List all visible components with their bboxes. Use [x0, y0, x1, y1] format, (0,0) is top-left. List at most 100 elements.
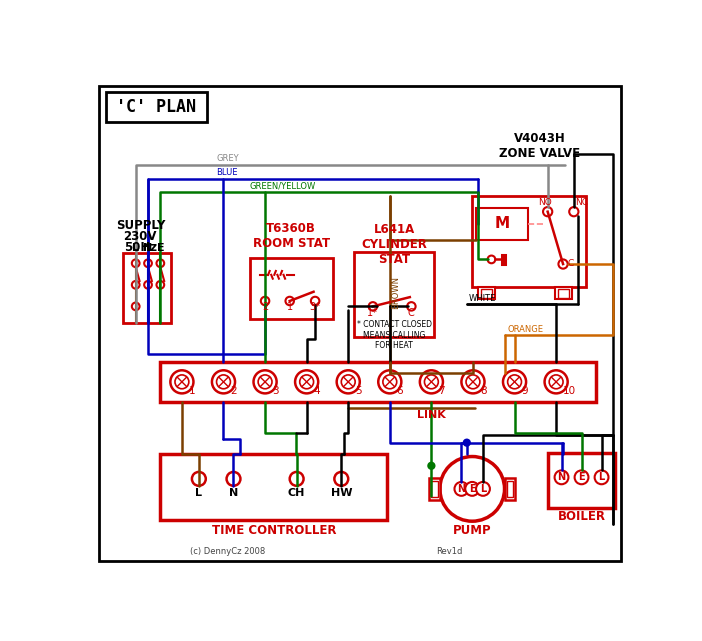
Bar — [124, 253, 171, 322]
Text: V4043H
ZONE VALVE: V4043H ZONE VALVE — [499, 132, 581, 160]
Text: L641A
CYLINDER
STAT: L641A CYLINDER STAT — [361, 223, 427, 266]
Circle shape — [157, 260, 164, 267]
Text: CH: CH — [288, 488, 305, 498]
Circle shape — [192, 472, 206, 486]
Circle shape — [144, 281, 152, 288]
Circle shape — [503, 370, 526, 394]
Text: 1*: 1* — [367, 308, 378, 318]
Bar — [354, 253, 435, 337]
Bar — [160, 454, 388, 520]
Circle shape — [508, 375, 522, 389]
Text: T6360B
ROOM STAT: T6360B ROOM STAT — [253, 222, 330, 250]
Text: N: N — [143, 243, 152, 253]
Circle shape — [558, 260, 568, 269]
Text: * CONTACT CLOSED
MEANS CALLING
FOR HEAT: * CONTACT CLOSED MEANS CALLING FOR HEAT — [357, 320, 432, 350]
Text: L: L — [132, 243, 139, 253]
Text: GREEN/YELLOW: GREEN/YELLOW — [250, 181, 316, 190]
Circle shape — [295, 370, 318, 394]
Text: 10: 10 — [563, 386, 576, 395]
Text: PUMP: PUMP — [453, 524, 491, 537]
Circle shape — [488, 256, 496, 263]
Text: L: L — [195, 488, 202, 498]
Circle shape — [454, 482, 468, 495]
Circle shape — [144, 260, 152, 267]
Circle shape — [549, 375, 563, 389]
Text: 3*: 3* — [310, 302, 321, 312]
Bar — [482, 288, 492, 298]
Circle shape — [341, 375, 355, 389]
Circle shape — [555, 470, 569, 484]
Circle shape — [157, 281, 164, 288]
Bar — [558, 288, 569, 298]
Circle shape — [132, 281, 140, 288]
Text: N: N — [457, 484, 465, 494]
Bar — [476, 208, 529, 240]
Circle shape — [461, 370, 484, 394]
Bar — [432, 481, 437, 497]
Circle shape — [300, 375, 314, 389]
Circle shape — [171, 370, 194, 394]
Bar — [548, 453, 616, 508]
Circle shape — [212, 370, 235, 394]
Text: SUPPLY: SUPPLY — [116, 219, 165, 233]
Text: LINK: LINK — [417, 410, 446, 420]
Circle shape — [464, 440, 470, 445]
Text: 7: 7 — [438, 386, 445, 395]
Bar — [478, 287, 496, 299]
Circle shape — [428, 463, 435, 469]
Circle shape — [369, 302, 377, 311]
Circle shape — [132, 303, 140, 310]
Circle shape — [334, 472, 348, 486]
Circle shape — [545, 370, 568, 394]
Text: C: C — [408, 308, 415, 318]
Text: WHITE: WHITE — [469, 294, 496, 303]
Text: N: N — [229, 488, 238, 498]
Circle shape — [595, 470, 609, 484]
Bar — [429, 478, 440, 499]
Bar — [505, 478, 515, 499]
Text: 2: 2 — [262, 302, 268, 312]
Circle shape — [466, 375, 480, 389]
Circle shape — [465, 482, 479, 495]
Bar — [160, 362, 596, 402]
Circle shape — [569, 207, 578, 216]
Text: BROWN: BROWN — [391, 276, 400, 309]
Text: E: E — [469, 484, 475, 494]
Text: 'C' PLAN: 'C' PLAN — [117, 98, 197, 116]
Text: 9: 9 — [522, 386, 528, 395]
Text: 3: 3 — [272, 386, 279, 395]
Text: (c) DennyCz 2008: (c) DennyCz 2008 — [190, 547, 265, 556]
Circle shape — [175, 375, 189, 389]
Circle shape — [407, 302, 416, 311]
Text: GREY: GREY — [216, 154, 239, 163]
Text: Rev1d: Rev1d — [436, 547, 463, 556]
Text: TIME CONTROLLER: TIME CONTROLLER — [212, 524, 336, 537]
Text: E: E — [157, 243, 164, 253]
Circle shape — [286, 297, 294, 305]
Circle shape — [476, 482, 490, 495]
Bar — [107, 92, 206, 122]
Circle shape — [440, 456, 505, 521]
Text: 4: 4 — [314, 386, 320, 395]
Text: E: E — [578, 472, 585, 482]
Text: BLUE: BLUE — [216, 168, 238, 177]
Text: M: M — [495, 217, 510, 231]
Text: HW: HW — [331, 488, 352, 498]
Circle shape — [311, 297, 319, 305]
Text: 230V: 230V — [124, 230, 157, 243]
Text: ORANGE: ORANGE — [508, 325, 543, 334]
Circle shape — [337, 370, 360, 394]
Text: 50Hz: 50Hz — [124, 241, 157, 254]
Circle shape — [132, 260, 140, 267]
Circle shape — [258, 375, 272, 389]
Circle shape — [227, 472, 240, 486]
Circle shape — [425, 375, 438, 389]
Text: 1: 1 — [189, 386, 195, 395]
Text: NC: NC — [576, 197, 588, 207]
Bar — [555, 287, 572, 299]
Text: 8: 8 — [480, 386, 486, 395]
Text: NO: NO — [538, 197, 552, 207]
Circle shape — [216, 375, 230, 389]
Circle shape — [383, 375, 397, 389]
Bar — [472, 196, 586, 287]
